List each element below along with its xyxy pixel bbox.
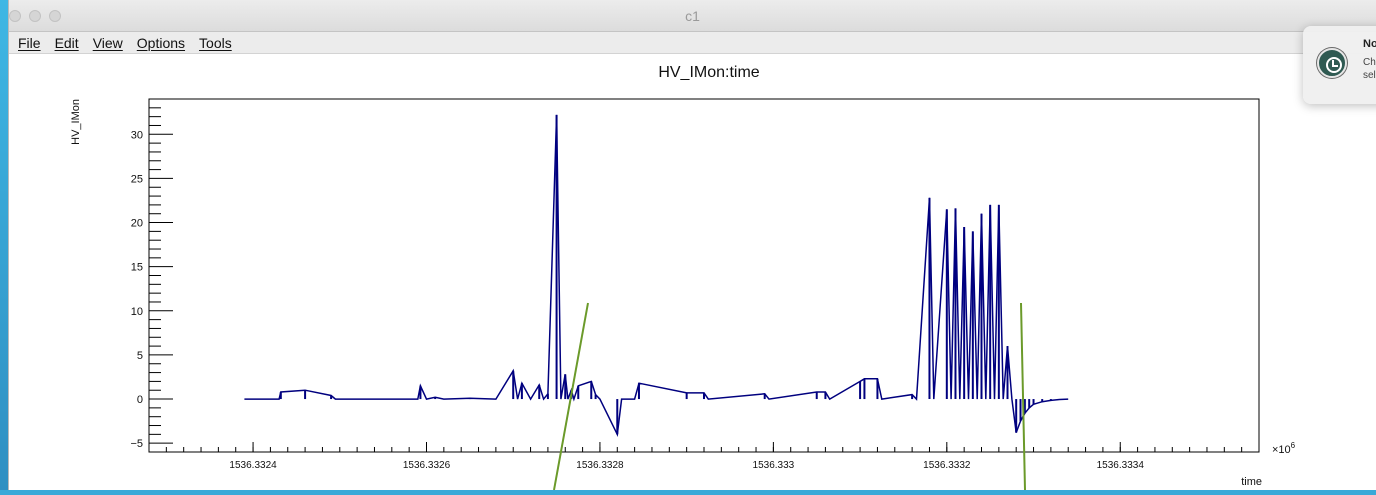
annotation-line <box>553 302 589 491</box>
annotation-line <box>1020 302 1026 491</box>
notification-title: No <box>1363 38 1376 50</box>
minimize-window-button[interactable] <box>29 10 41 22</box>
menu-options[interactable]: Options <box>136 34 186 51</box>
zoom-window-button[interactable] <box>49 10 61 22</box>
y-tick-label: 15 <box>131 262 143 274</box>
menu-view[interactable]: View <box>92 34 123 51</box>
y-tick-label: 20 <box>131 218 143 230</box>
window-title: c1 <box>685 8 700 24</box>
notification-body-line1: Che <box>1363 57 1376 68</box>
plot-title: HV_IMon:time <box>658 64 759 81</box>
x-tick-label: 1536.3324 <box>229 460 277 471</box>
close-window-button[interactable] <box>9 10 21 22</box>
time-machine-icon <box>1317 48 1347 78</box>
plot-axes: −5 0 5 10 15 20 25 30 1536.3324 1536.3326 1536.332… <box>130 98 1260 471</box>
plot-svg[interactable]: HV_IMon:time HV_IMon time ×106 −5 0 5 10 15 2… <box>9 55 1376 491</box>
root-canvas-window: c1 File Edit View Options Tools HV_IMon:… <box>8 0 1376 491</box>
x-axis-label: time <box>1241 476 1262 488</box>
window-titlebar[interactable]: c1 <box>9 0 1376 32</box>
notification-banner[interactable]: No Che sele <box>1303 26 1376 104</box>
plot-canvas[interactable]: HV_IMon:time HV_IMon time ×106 −5 0 5 10 15 2… <box>9 55 1376 491</box>
menu-bar: File Edit View Options Tools <box>9 32 1376 54</box>
y-tick-label: 25 <box>131 173 143 185</box>
data-series-layer <box>244 114 1069 437</box>
x-tick-label: 1536.3328 <box>576 460 624 471</box>
notification-body-line2: sele <box>1363 70 1376 81</box>
menu-file[interactable]: File <box>18 34 41 51</box>
annotation-lines <box>553 302 1026 491</box>
y-tick-label: 30 <box>131 129 143 141</box>
y-tick-label: 0 <box>137 394 143 406</box>
x-tick-label: 1536.3334 <box>1097 460 1145 471</box>
window-controls <box>9 10 61 22</box>
desktop-background <box>0 0 10 490</box>
y-tick-label: −5 <box>130 438 143 450</box>
menu-tools[interactable]: Tools <box>199 34 232 51</box>
menu-edit[interactable]: Edit <box>54 34 79 51</box>
y-axis-label: HV_IMon <box>70 99 82 145</box>
notification-body: Che sele <box>1363 56 1376 82</box>
x-tick-label: 1536.3332 <box>923 460 971 471</box>
y-tick-label: 10 <box>131 306 143 318</box>
x-tick-label: 1536.333 <box>753 460 795 471</box>
x-axis-exponent: ×106 <box>1272 441 1296 456</box>
x-tick-label: 1536.3326 <box>403 460 451 471</box>
series-line <box>244 114 1069 437</box>
y-tick-label: 5 <box>137 350 143 362</box>
